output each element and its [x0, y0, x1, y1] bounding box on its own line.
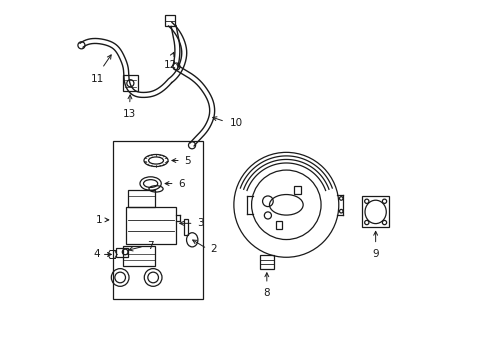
- Text: 9: 9: [371, 249, 378, 259]
- Text: 4: 4: [93, 249, 100, 260]
- Text: 7: 7: [147, 240, 154, 251]
- Bar: [126, 207, 176, 244]
- Bar: [116, 248, 127, 257]
- Bar: [123, 246, 155, 266]
- Bar: [183, 219, 187, 235]
- Text: 3: 3: [197, 218, 203, 228]
- Bar: [362, 196, 388, 228]
- Text: 5: 5: [184, 156, 191, 166]
- Text: 10: 10: [229, 118, 242, 128]
- Text: 12: 12: [164, 60, 177, 70]
- Text: 1: 1: [95, 215, 102, 225]
- Text: 8: 8: [263, 288, 269, 298]
- Text: 6: 6: [178, 179, 184, 189]
- Bar: [122, 76, 138, 91]
- Text: 13: 13: [123, 109, 136, 119]
- Bar: [112, 141, 203, 299]
- Bar: [165, 15, 175, 26]
- Bar: [259, 256, 273, 269]
- Text: 2: 2: [210, 244, 217, 255]
- Text: 11: 11: [91, 74, 104, 84]
- Bar: [128, 190, 155, 207]
- Bar: [276, 221, 282, 229]
- Bar: [294, 186, 300, 194]
